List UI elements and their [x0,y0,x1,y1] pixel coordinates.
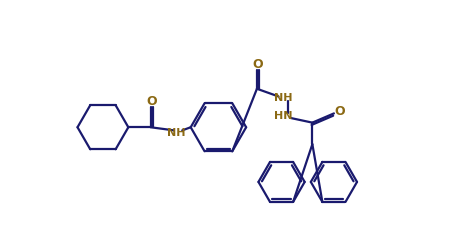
Text: HN: HN [274,111,292,121]
Text: NH: NH [274,93,292,103]
Text: NH: NH [167,129,186,138]
Text: O: O [146,94,157,108]
Text: O: O [335,105,345,118]
Text: O: O [252,58,263,71]
